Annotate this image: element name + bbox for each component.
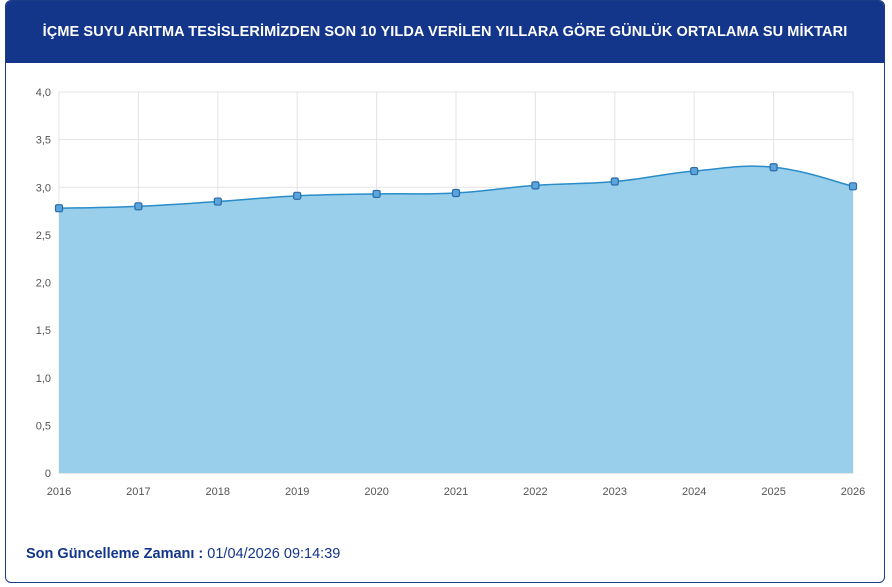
data-point[interactable] [213,197,222,206]
x-tick-label: 2024 [682,486,706,498]
data-point[interactable] [531,181,540,190]
data-point[interactable] [54,204,64,213]
data-point[interactable] [293,191,302,200]
data-point[interactable] [610,177,619,186]
y-tick-label: 4,0 [36,87,51,99]
data-point[interactable] [690,166,699,176]
chart-card: İÇME SUYU ARITMA TESİSLERİMİZDEN SON 10 … [5,0,885,583]
x-tick-label: 2018 [206,486,230,498]
x-tick-label: 2016 [47,486,71,498]
data-point[interactable] [848,182,858,191]
x-tick-label: 2023 [603,486,627,498]
y-tick-label: 3,5 [36,135,51,147]
x-tick-label: 2019 [285,486,309,498]
y-tick-label: 1,0 [36,373,51,385]
y-tick-label: 0,5 [36,420,51,432]
series-area [59,166,853,473]
data-point[interactable] [134,202,143,211]
last-updated-label: Son Güncelleme Zamanı : [26,546,204,562]
data-point[interactable] [451,188,461,198]
last-updated-value: 01/04/2026 09:14:39 [207,546,341,562]
x-axis-ticks: 2016 2017 2018 2019 2020 2021 2022 2023 2024 2025… [47,486,865,498]
x-tick-label: 2021 [444,486,468,498]
area-chart: 00,51,01,52,02,53,03,54,0 2016 2017 2018 20… [36,87,866,498]
x-tick-label: 2020 [364,486,388,498]
chart-title: İÇME SUYU ARITMA TESİSLERİMİZDEN SON 10 … [42,24,848,40]
y-tick-label: 2,5 [36,230,51,242]
data-point[interactable] [769,163,778,172]
x-tick-label: 2026 [841,486,865,498]
y-tick-label: 0 [45,468,51,480]
x-tick-label: 2017 [126,486,150,498]
y-tick-label: 1,5 [36,325,51,337]
y-tick-label: 2,0 [36,278,51,290]
chart-header: İÇME SUYU ARITMA TESİSLERİMİZDEN SON 10 … [6,1,884,63]
y-tick-label: 3,0 [36,182,51,194]
last-updated: Son Güncelleme Zamanı : 01/04/2026 09:14… [26,546,340,562]
x-tick-label: 2025 [761,486,785,498]
data-point[interactable] [372,189,381,199]
x-tick-label: 2022 [523,486,547,498]
series-points [54,163,858,213]
y-axis-ticks: 0 0,5 1,0 1,5 2,0 2,5 3,0 3,5 4,0 [36,87,51,480]
